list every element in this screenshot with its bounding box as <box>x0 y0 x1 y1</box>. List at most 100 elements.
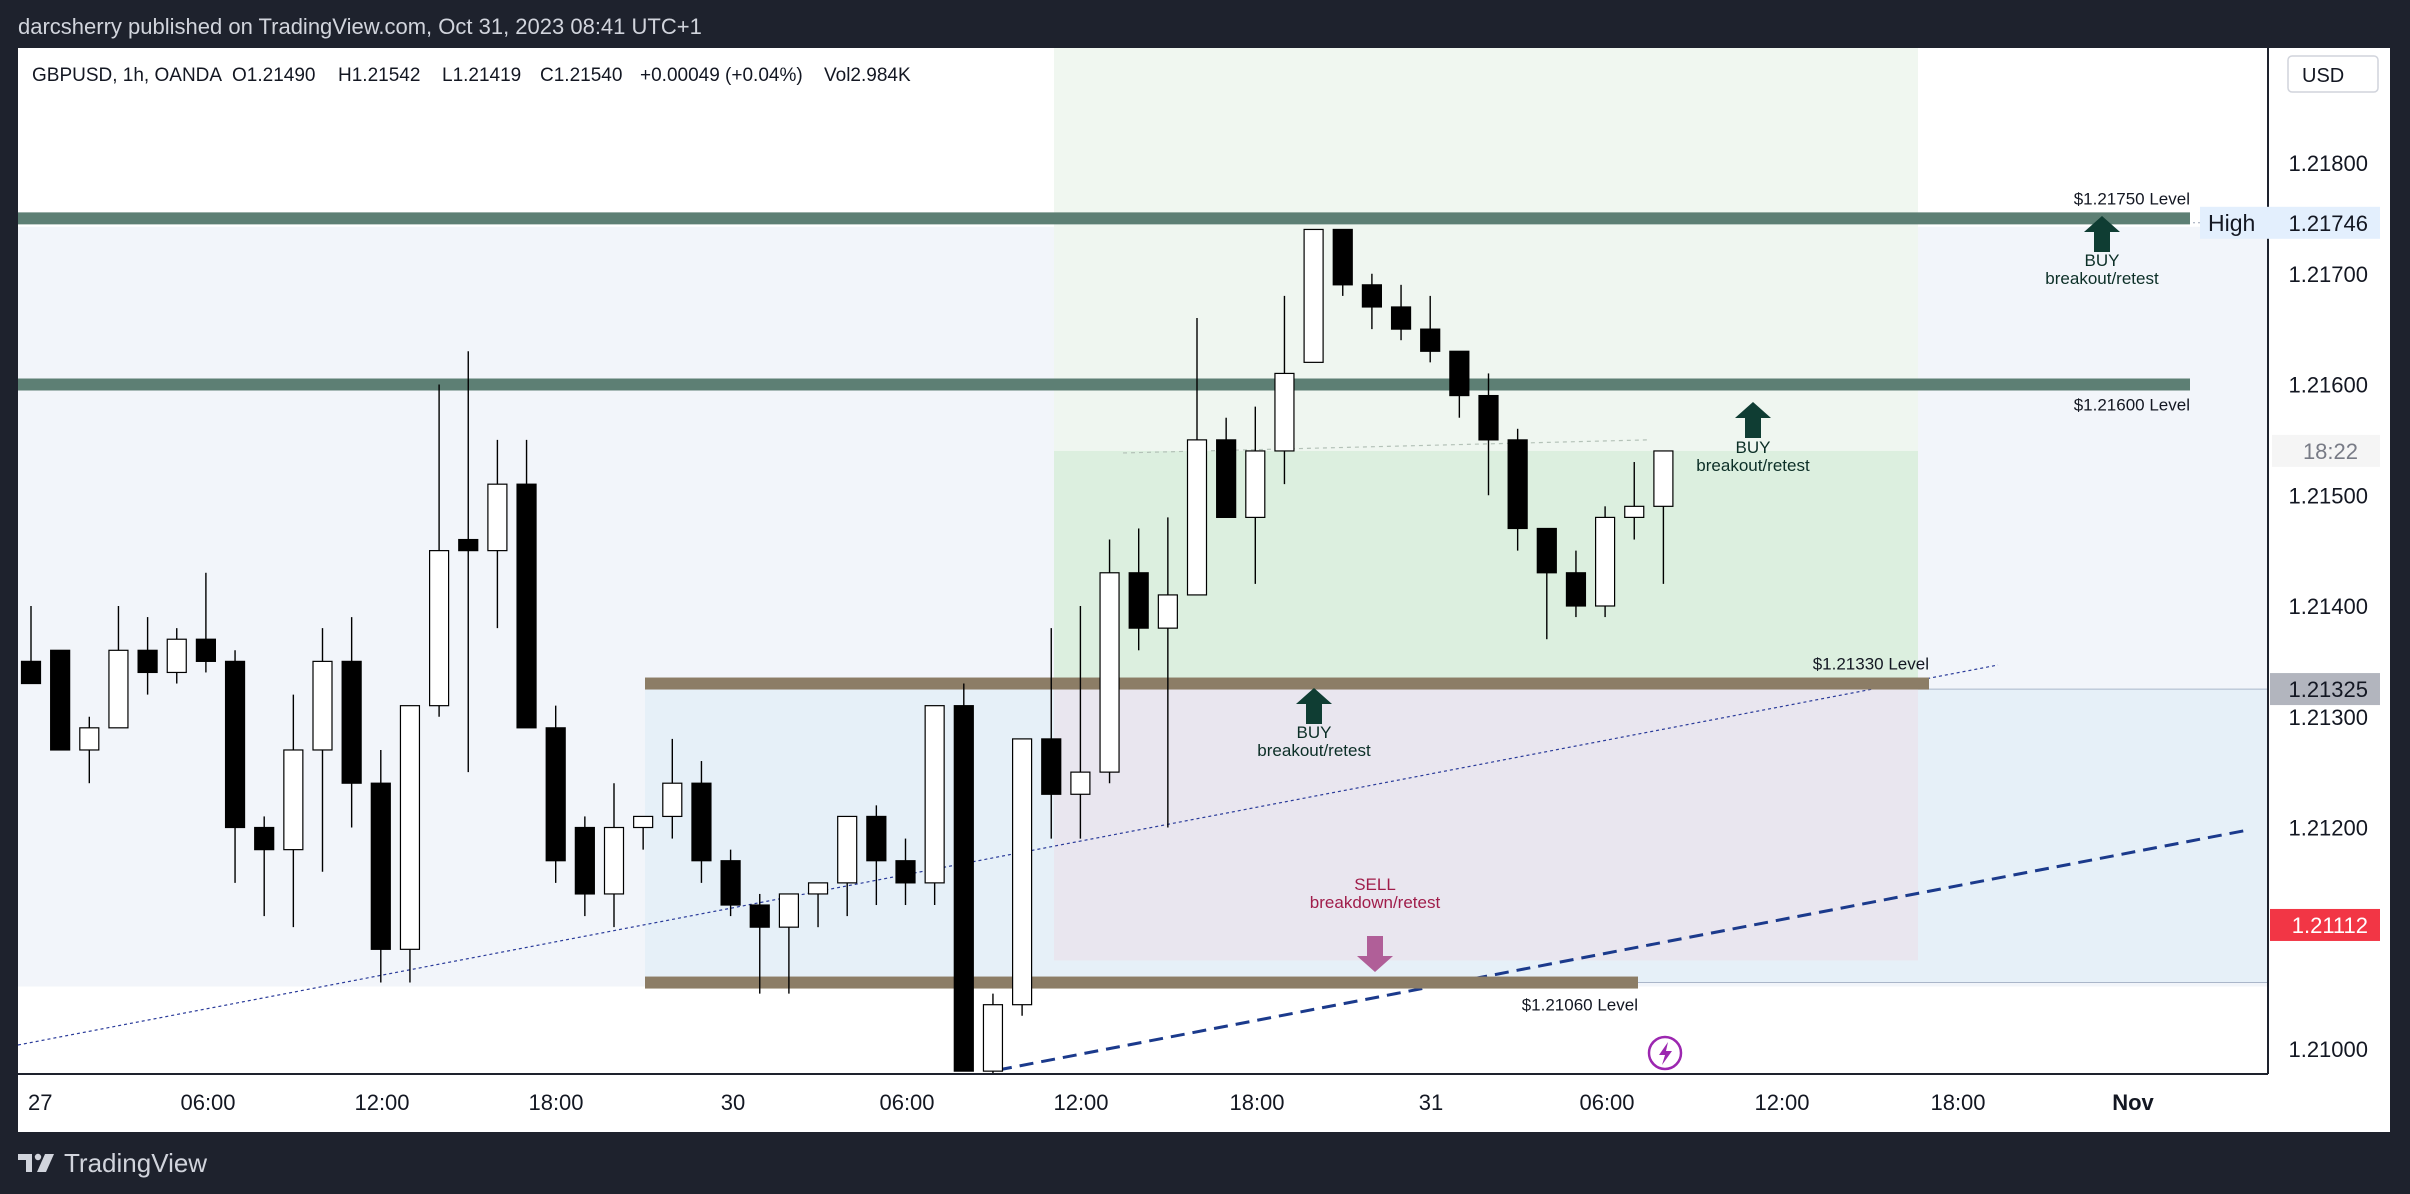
level-label-4: $1.21060 Level <box>1522 996 1638 1015</box>
candle-body[interactable] <box>1594 516 1616 607</box>
time-axis[interactable] <box>18 1074 2390 1132</box>
candle-body[interactable] <box>195 638 216 662</box>
x-tick-label: 12:00 <box>1754 1090 1809 1115</box>
candle-body[interactable] <box>516 483 537 729</box>
x-tick-label: 30 <box>721 1090 745 1115</box>
candle-body[interactable] <box>837 815 858 884</box>
candle-body[interactable] <box>662 782 683 818</box>
countdown-text: 18:22 <box>2303 439 2358 464</box>
annotation-title: SELL <box>1354 875 1396 894</box>
legend-item-6: Vol2.984K <box>824 65 911 86</box>
candle-body[interactable] <box>1070 771 1091 795</box>
candle-body[interactable] <box>1245 450 1266 519</box>
candle-body[interactable] <box>166 638 187 674</box>
candle-body[interactable] <box>1565 572 1587 607</box>
candle-body[interactable] <box>1653 450 1674 507</box>
chart-frame[interactable]: $1.21750 Level $1.21600 Level $1.21330 Lev… <box>18 48 2390 1132</box>
legend-item-2: H1.21542 <box>338 65 420 86</box>
candle-body[interactable] <box>1274 372 1295 452</box>
candle-body[interactable] <box>312 660 333 751</box>
candle-body[interactable] <box>254 826 275 851</box>
annotation-subtitle: breakout/retest <box>1257 741 1371 760</box>
candle-body[interactable] <box>778 893 800 928</box>
high-price: 1.21746 <box>2288 211 2368 236</box>
x-tick-label: 31 <box>1419 1090 1443 1115</box>
grey-price-text: 1.21325 <box>2288 677 2368 702</box>
candle-body[interactable] <box>1624 505 1645 519</box>
level-label-1: $1.21750 Level <box>2074 189 2190 208</box>
y-tick-label: 1.21600 <box>2288 373 2368 398</box>
candle-body[interactable] <box>953 705 974 1072</box>
candle-body[interactable] <box>1507 439 1528 530</box>
candle-body[interactable] <box>1361 284 1383 308</box>
candle-body[interactable] <box>574 826 595 895</box>
candle-body[interactable] <box>633 815 654 829</box>
long-position-risk <box>1054 683 1918 961</box>
candle-body[interactable] <box>1536 527 1557 574</box>
candle-body[interactable] <box>1303 228 1324 363</box>
candle-body[interactable] <box>807 882 829 895</box>
buy-arrow-icon <box>1296 688 1332 724</box>
candle-body[interactable] <box>399 705 421 950</box>
candle-body[interactable] <box>1099 572 1120 773</box>
currency-button[interactable] <box>2287 55 2379 93</box>
high-price-tag <box>2200 206 2380 239</box>
lightning-bolt <box>1659 1042 1672 1065</box>
y-tick-label: 1.21800 <box>2288 151 2368 176</box>
candle-body[interactable] <box>866 815 887 862</box>
candle-body[interactable] <box>1128 572 1149 629</box>
candle-body[interactable] <box>283 749 304 851</box>
candle-body[interactable] <box>603 826 625 895</box>
sell-arrow-icon <box>1357 936 1393 972</box>
candle-body[interactable] <box>1478 394 1499 441</box>
last-price-text: 1.21112 <box>2292 913 2368 938</box>
candle-body[interactable] <box>487 483 508 552</box>
candle-body[interactable] <box>1420 328 1441 352</box>
lightning-icon[interactable] <box>1647 1035 1683 1071</box>
last-price-tag <box>2270 908 2380 941</box>
publisher-text: darcsherry published on TradingView.com,… <box>18 14 702 39</box>
annotation-title: BUY <box>2085 251 2120 270</box>
candle-body[interactable] <box>50 649 71 751</box>
footer-bar: TradingView <box>0 1132 2410 1194</box>
candle-body[interactable] <box>458 538 479 552</box>
candle-body[interactable] <box>1041 738 1062 795</box>
candle-body[interactable] <box>224 660 246 829</box>
y-tick-label: 1.21300 <box>2288 705 2368 730</box>
candle-body[interactable] <box>1186 439 1208 596</box>
candle-body[interactable] <box>720 860 741 906</box>
candle-body[interactable] <box>429 550 450 707</box>
candle-body[interactable] <box>1449 350 1470 397</box>
candle-body[interactable] <box>108 649 129 729</box>
buy-arrow-icon <box>2084 216 2120 252</box>
candle-body[interactable] <box>1011 738 1033 1006</box>
x-tick-label: 12:00 <box>354 1090 409 1115</box>
tradingview-logo[interactable]: TradingView <box>18 1146 207 1180</box>
annotation-subtitle: breakdown/retest <box>1310 893 1441 912</box>
candle-body[interactable] <box>137 649 158 674</box>
candle-body[interactable] <box>1216 439 1237 519</box>
candle-body[interactable] <box>924 705 945 884</box>
candle-body[interactable] <box>982 1004 1004 1072</box>
candle-body[interactable] <box>1157 594 1178 629</box>
candle-body[interactable] <box>691 782 712 862</box>
candle-body[interactable] <box>895 860 916 884</box>
candle-body[interactable] <box>545 727 566 862</box>
candle-body[interactable] <box>370 782 391 950</box>
candle-body[interactable] <box>341 660 362 784</box>
publisher-bar: darcsherry published on TradingView.com,… <box>0 0 2410 48</box>
candle-body[interactable] <box>749 904 770 928</box>
level-band-4 <box>645 976 1638 989</box>
candle-body[interactable] <box>1390 306 1412 330</box>
legend-item-0: GBPUSD, 1h, OANDA <box>32 65 222 86</box>
candle-body[interactable] <box>1332 228 1353 286</box>
x-tick-label: 18:00 <box>528 1090 583 1115</box>
candle-body[interactable] <box>20 660 42 685</box>
x-tick-label: 27 <box>28 1090 52 1115</box>
legend-item-1: O1.21490 <box>232 65 315 86</box>
countdown-tag <box>2272 434 2380 467</box>
x-tick-label: 12:00 <box>1053 1090 1108 1115</box>
currency-button-label[interactable]: USD <box>2302 65 2344 87</box>
price-chart[interactable]: $1.21750 Level $1.21600 Level $1.21330 Lev… <box>18 48 2390 1132</box>
candle-body[interactable] <box>79 727 100 751</box>
